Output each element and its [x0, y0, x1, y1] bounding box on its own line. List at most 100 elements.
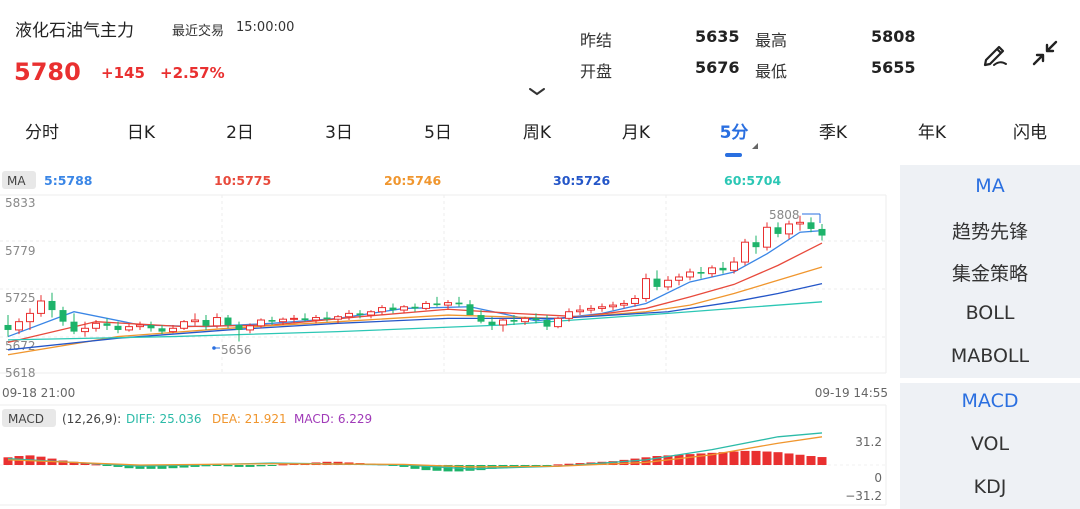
tab-quarter-k[interactable]: 季K [818, 123, 848, 143]
candlestick [257, 318, 265, 329]
candlestick [345, 310, 353, 321]
last-price: 5780 [14, 58, 81, 86]
low-label: 最低 [755, 62, 788, 81]
macd-bar [707, 452, 717, 465]
indicator-kdj[interactable]: KDJ [973, 476, 1007, 498]
min-marker: 5656 [212, 343, 252, 357]
tab-3day[interactable]: 3日 [325, 123, 353, 143]
prev-settle-value: 5635 [695, 27, 740, 46]
tab-dropdown-caret-icon[interactable] [752, 143, 758, 149]
candlestick [433, 296, 441, 307]
tab-5min[interactable]: 5分 [719, 123, 749, 143]
macd-bar [685, 454, 695, 465]
candlestick [653, 270, 661, 291]
macd-value-legend: MACD: 6.229 [294, 412, 372, 426]
candlestick [323, 311, 331, 322]
ma20-legend: 20:5746 [384, 173, 441, 188]
candlestick [125, 323, 133, 332]
candlestick [246, 323, 254, 334]
macd-bar [124, 465, 134, 469]
candlestick [631, 295, 639, 307]
candlestick [48, 292, 56, 318]
candlestick [202, 315, 210, 330]
macd-bar [784, 453, 794, 465]
macd-bar [278, 464, 288, 466]
macd-bar [168, 465, 178, 469]
tab-week-k[interactable]: 周K [522, 123, 552, 143]
candlestick [466, 300, 474, 316]
candlestick [400, 305, 408, 314]
tab-timeshare[interactable]: 分时 [25, 123, 59, 143]
candlestick [422, 300, 430, 311]
candlestick [268, 316, 276, 325]
max-marker: 5808 [769, 208, 821, 223]
candlestick [70, 313, 78, 335]
macd-bar [553, 464, 563, 466]
candlestick [169, 324, 177, 334]
macd-bar [421, 465, 431, 471]
macd-bar [718, 452, 728, 465]
macd-bar [102, 465, 112, 466]
collapse-arrows-icon[interactable] [1030, 38, 1060, 68]
macd-bar [146, 465, 156, 469]
candlestick [807, 217, 815, 233]
candlestick [4, 315, 12, 337]
candlestick [26, 308, 34, 330]
macd-dea-line [7, 436, 823, 468]
tab-year-k[interactable]: 年K [917, 123, 947, 143]
macd-bar [113, 465, 123, 467]
kline-chart-area[interactable]: MA 5:5788 10:5775 20:5746 30:5726 60:570… [0, 165, 900, 509]
candlestick [730, 257, 738, 274]
candlestick [774, 222, 782, 238]
macd-bar [432, 465, 442, 471]
candlestick [543, 315, 551, 330]
prev-settle-label: 昨结 [580, 31, 613, 50]
candlestick [411, 303, 419, 312]
macd-bar [234, 465, 244, 467]
candlestick [334, 315, 342, 324]
candlestick [389, 303, 397, 314]
draw-line-icon[interactable] [980, 38, 1010, 68]
candlestick [554, 316, 562, 329]
macd-indicator-name: MACD [8, 412, 44, 426]
indicator-trend-pioneer[interactable]: 趋势先锋 [951, 221, 1028, 243]
ma30-legend: 30:5726 [553, 173, 610, 188]
tab-5day[interactable]: 5日 [424, 123, 452, 143]
x-start-label: 09-18 21:00 [2, 386, 75, 400]
candlestick [752, 235, 760, 254]
candlestick [356, 310, 364, 319]
high-value: 5808 [871, 27, 916, 46]
y-tick-label: 5779 [5, 244, 36, 258]
macd-bar [740, 450, 750, 465]
macd-bar [773, 452, 783, 465]
macd-bar [212, 465, 222, 466]
macd-bar [157, 465, 167, 469]
macd-bar [58, 460, 68, 465]
macd-bar [410, 465, 420, 469]
macd-bar [201, 465, 211, 467]
indicator-ma[interactable]: MA [975, 175, 1005, 197]
ma-indicator-badge[interactable] [2, 171, 36, 189]
tab-2day[interactable]: 2日 [226, 123, 254, 143]
macd-bar [80, 463, 90, 465]
indicator-macd[interactable]: MACD [961, 390, 1019, 412]
tab-day-k[interactable]: 日K [126, 123, 156, 143]
candlesticks [4, 215, 826, 342]
chevron-down-icon[interactable] [527, 86, 547, 98]
indicator-gold-strategy[interactable]: 集金策略 [951, 263, 1028, 285]
last-trade-label: 最近交易 [172, 24, 225, 39]
macd-bar [806, 456, 816, 465]
macd-indicator-badge[interactable] [2, 409, 56, 427]
macd-params: (12,26,9): [62, 412, 121, 426]
candlestick [609, 301, 617, 311]
candlestick [488, 316, 496, 330]
candlestick [15, 318, 23, 335]
tab-month-k[interactable]: 月K [621, 123, 651, 143]
open-value: 5676 [695, 58, 740, 77]
candlestick [796, 215, 804, 231]
indicator-boll[interactable]: BOLL [965, 302, 1015, 324]
macd-bar [619, 459, 629, 465]
tab-flash[interactable]: 闪电 [1013, 123, 1047, 143]
indicator-vol[interactable]: VOL [970, 433, 1010, 455]
indicator-maboll[interactable]: MABOLL [950, 345, 1030, 367]
